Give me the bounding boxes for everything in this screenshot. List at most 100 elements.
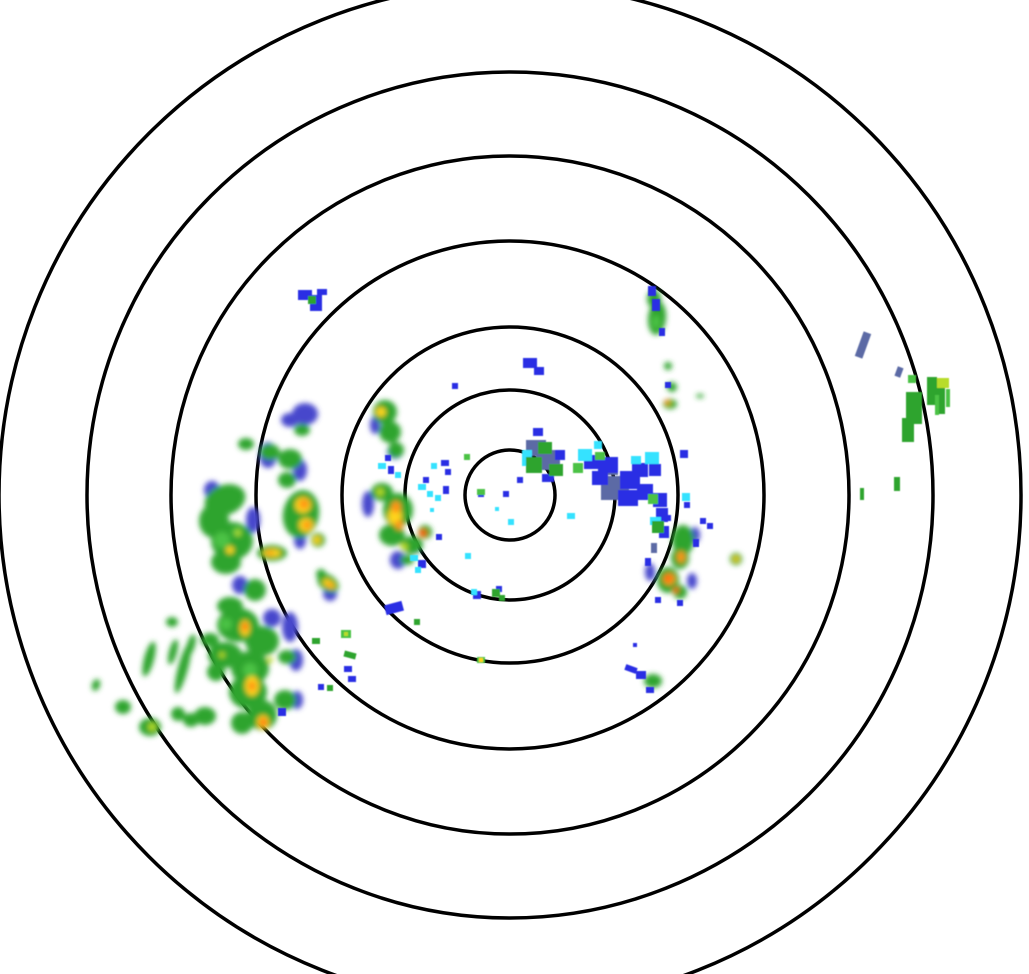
echo-blob [243, 663, 257, 677]
echo-pixel [894, 366, 904, 378]
echo-blob [260, 444, 280, 460]
echo-blob [211, 550, 241, 574]
echo-blob [220, 618, 232, 630]
echo-blob [278, 650, 296, 664]
echo-blob [419, 529, 427, 537]
echo-pixel [477, 489, 485, 495]
echo-pixel [317, 289, 327, 295]
echo-pixel [927, 377, 937, 405]
echo-pixel [418, 484, 426, 490]
echo-pixel [436, 534, 442, 540]
echo-pixel [645, 452, 659, 464]
echo-pixel [700, 518, 706, 524]
echo-blob [248, 681, 256, 691]
echo-blob [245, 626, 279, 656]
echo-blob [263, 609, 281, 627]
echo-blob [214, 532, 230, 548]
echo-pixel [633, 643, 637, 647]
echo-pixel [344, 666, 352, 672]
echo-pixel [646, 687, 654, 693]
echo-blob [665, 400, 669, 404]
echo-blob [186, 634, 196, 656]
echo-pixel [549, 464, 563, 476]
echo-blob [733, 556, 739, 562]
echo-pixel [499, 595, 505, 601]
echo-pixel [526, 457, 542, 473]
echo-pixel [682, 493, 690, 501]
echo-pixel [523, 358, 537, 368]
echo-blob [274, 690, 296, 710]
echo-blob [645, 563, 655, 581]
range-ring [340, 325, 680, 665]
echo-blob [294, 424, 310, 436]
echo-pixel [592, 471, 608, 485]
echo-blob [673, 587, 679, 593]
echo-pixel [384, 600, 404, 616]
echo-blob [142, 641, 156, 677]
echo-pixel [348, 676, 356, 682]
echo-pixel [464, 454, 470, 460]
echo-blob [677, 551, 685, 563]
echo-pixel [659, 328, 665, 336]
echo-blob [235, 530, 241, 536]
echo-pixel [471, 589, 477, 595]
echo-pixel [534, 367, 544, 375]
echo-pixel [594, 441, 602, 449]
echo-blob [243, 623, 247, 629]
echo-pixel [427, 491, 433, 497]
echo-pixel [517, 477, 523, 483]
echo-blob [226, 546, 234, 554]
echo-pixel [906, 392, 922, 424]
echo-pixel [441, 460, 449, 466]
echo-pixel [598, 457, 618, 473]
echo-blob [207, 663, 225, 681]
range-ring [169, 154, 851, 836]
echo-pixel [410, 555, 418, 561]
echo-pixel [445, 469, 451, 475]
echo-pixel [631, 456, 641, 464]
echo-blob [282, 490, 320, 538]
echo-blob [379, 421, 401, 443]
echo-blob [267, 657, 273, 663]
echo-pixel [452, 383, 458, 389]
echo-pixel [344, 632, 348, 636]
echo-pixel [578, 449, 592, 461]
echo-blob [183, 713, 199, 727]
echo-blob [219, 652, 225, 658]
echo-pixel [278, 708, 286, 716]
echo-pixel [318, 684, 324, 690]
echo-pixel [430, 508, 434, 512]
echo-pixel [894, 477, 900, 491]
echo-pixel [418, 560, 426, 568]
echo-pixel [298, 290, 312, 300]
range-ring [463, 448, 557, 542]
echo-pixel [308, 296, 316, 304]
echo-pixel [423, 477, 429, 483]
echo-pixel [508, 519, 514, 525]
echo-pixel [555, 450, 565, 460]
echo-pixel [567, 513, 575, 519]
echo-pixel [854, 331, 872, 359]
echo-blob [282, 612, 298, 642]
range-ring [85, 70, 935, 920]
echo-blob [244, 579, 266, 601]
echo-blob [687, 573, 697, 589]
echo-blob [266, 551, 274, 555]
echo-pixel [624, 664, 638, 674]
echo-blob [313, 536, 321, 544]
echo-blob [232, 576, 248, 594]
echo-pixel [636, 671, 646, 679]
echo-pixel [665, 382, 671, 388]
echo-pixel [937, 378, 949, 388]
echo-blob [644, 674, 662, 688]
echo-pixel [946, 389, 950, 407]
echo-blob [174, 642, 192, 694]
echo-blob [362, 491, 374, 517]
echo-blob [194, 707, 216, 725]
echo-blob [231, 712, 253, 734]
echo-pixel [385, 455, 391, 461]
echo-pixel [378, 463, 386, 469]
echo-pixel [707, 523, 713, 529]
echo-pixel [492, 589, 500, 597]
